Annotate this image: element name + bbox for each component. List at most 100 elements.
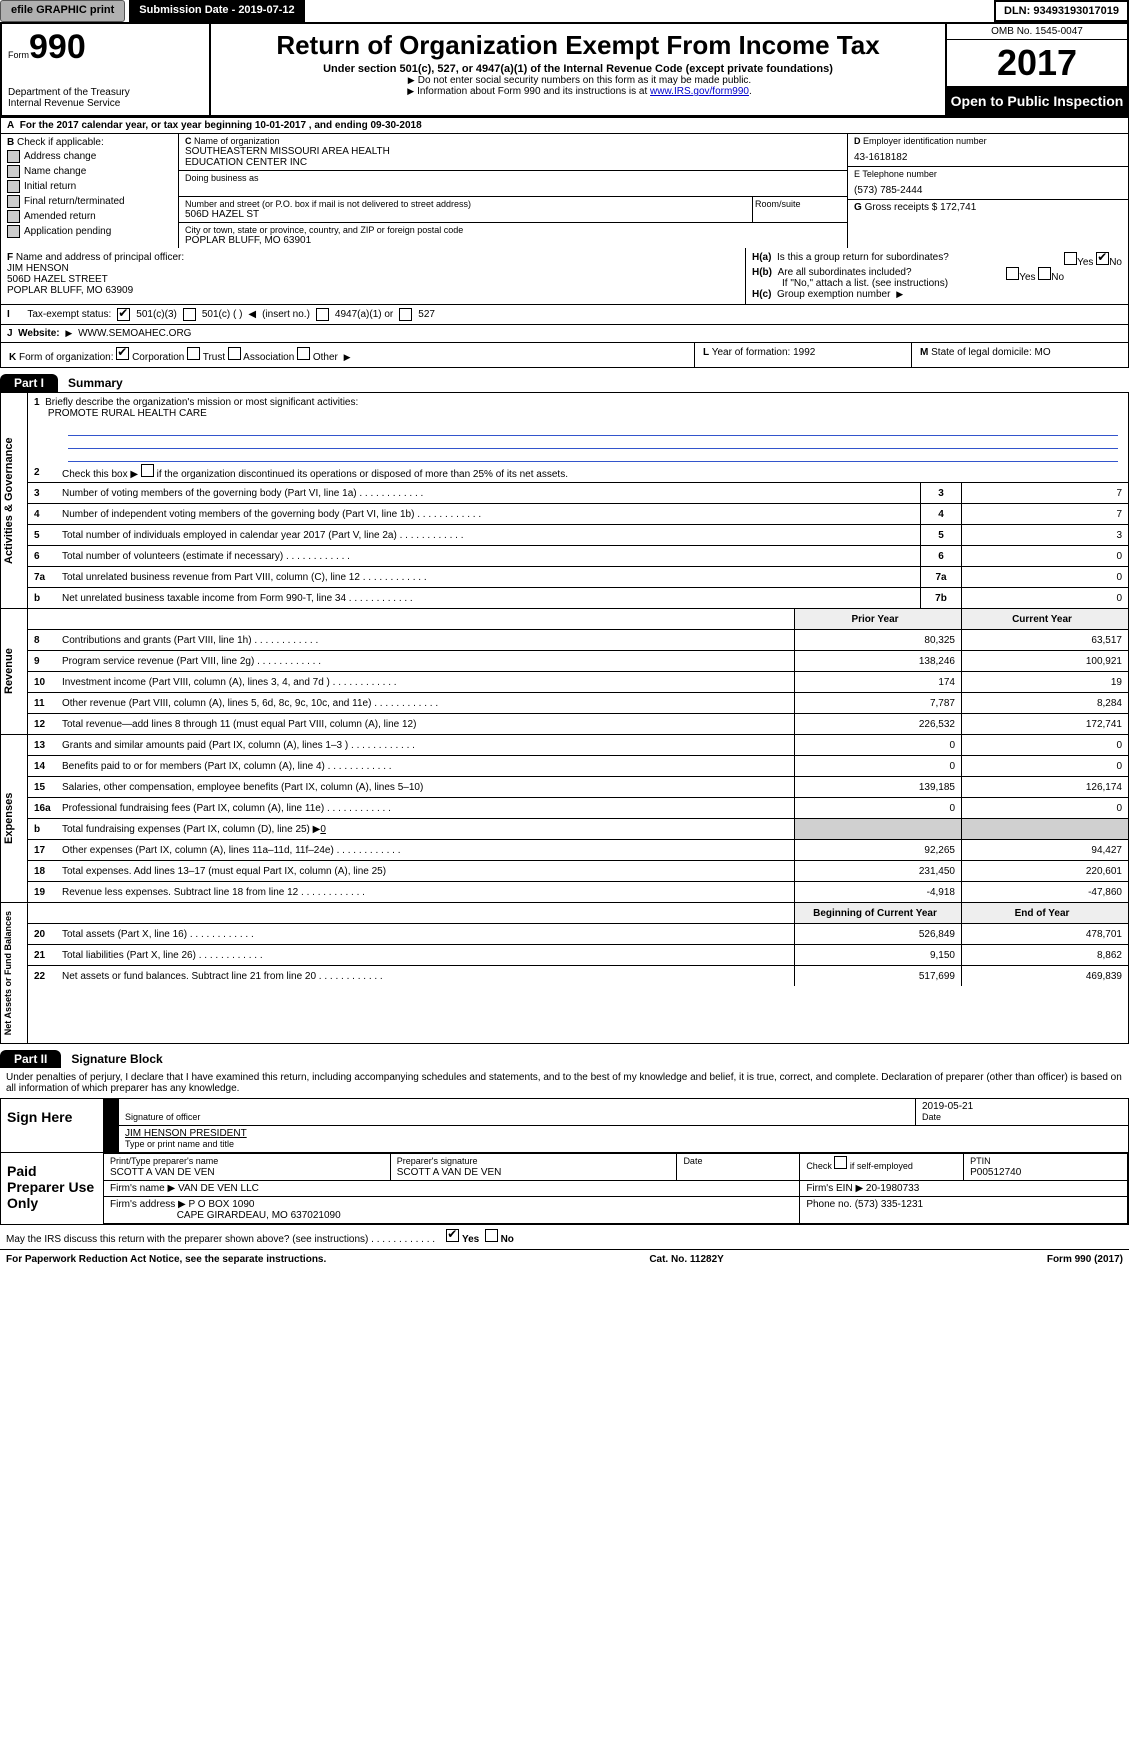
section-j: J Website: WWW.SEMOAHEC.ORG: [0, 325, 1129, 343]
c-city-val: POPLAR BLUFF, MO 63901: [185, 235, 841, 246]
p10: 174: [794, 672, 961, 692]
c-city-lbl: City or town, state or province, country…: [185, 225, 841, 235]
checkbox-icon[interactable]: [446, 1229, 459, 1242]
sig-name-lbl: Type or print name and title: [125, 1139, 234, 1149]
footer-form: Form 990 (2017): [1047, 1254, 1123, 1265]
h-c: Group exemption number: [777, 289, 890, 300]
checkbox-icon[interactable]: [1006, 267, 1019, 280]
l15-text: Salaries, other compensation, employee b…: [62, 782, 794, 793]
firm-addr2: CAPE GIRARDEAU, MO 637021090: [177, 1210, 341, 1221]
checkbox-icon[interactable]: [834, 1156, 847, 1169]
footer-pra: For Paperwork Reduction Act Notice, see …: [6, 1254, 326, 1265]
irs-link[interactable]: www.IRS.gov/form990: [650, 86, 749, 97]
l17-text: Other expenses (Part IX, column (A), lin…: [62, 845, 794, 856]
k-o2: Trust: [203, 352, 225, 363]
section-m: M State of legal domicile: MO: [912, 343, 1128, 367]
l9-text: Program service revenue (Part VIII, line…: [62, 656, 794, 667]
checkbox-icon[interactable]: [183, 308, 196, 321]
prep-sig: SCOTT A VAN DE VEN: [397, 1167, 502, 1178]
mission-line: [68, 449, 1118, 462]
part2-tab: Part II: [0, 1050, 61, 1068]
b-item-5: Application pending: [24, 226, 111, 237]
val-4: 7: [961, 504, 1128, 524]
l12-text: Total revenue—add lines 8 through 11 (mu…: [62, 719, 794, 730]
firm-ein: 20-1980733: [866, 1183, 919, 1194]
shade-cell: [794, 819, 961, 839]
checkbox-icon[interactable]: [1096, 252, 1109, 265]
l13-text: Grants and similar amounts paid (Part IX…: [62, 740, 794, 751]
k-o3: Association: [243, 352, 294, 363]
e-val: (573) 785-2444: [854, 185, 1122, 196]
p16a: 0: [794, 798, 961, 818]
checkbox-icon[interactable]: [116, 347, 129, 360]
box-4: 4: [920, 504, 961, 524]
section-a: A For the 2017 calendar year, or tax yea…: [0, 117, 1129, 134]
chk-final-return[interactable]: Final return/terminated: [7, 195, 172, 208]
self-employed: Check if self-employed: [806, 1161, 913, 1171]
checkbox-icon[interactable]: [316, 308, 329, 321]
firm-addr1: P O BOX 1090: [189, 1199, 255, 1210]
yes-label: Yes: [462, 1234, 479, 1245]
efile-print-button[interactable]: efile GRAPHIC print: [0, 0, 125, 22]
l19-text: Revenue less expenses. Subtract line 18 …: [62, 887, 794, 898]
checkbox-icon[interactable]: [399, 308, 412, 321]
k-lbl: Form of organization:: [19, 352, 114, 363]
l21-text: Total liabilities (Part X, line 26): [62, 950, 794, 961]
c20: 478,701: [961, 924, 1128, 944]
section-i: I Tax-exempt status: 501(c)(3) 501(c) ( …: [0, 305, 1129, 325]
chk-initial-return[interactable]: Initial return: [7, 180, 172, 193]
chk-address-change[interactable]: Address change: [7, 150, 172, 163]
revenue-body: Prior YearCurrent Year 8Contributions an…: [28, 609, 1128, 734]
checkbox-icon[interactable]: [187, 347, 200, 360]
part2-header: Part II Signature Block: [0, 1050, 1129, 1068]
vlabel-expenses: Expenses: [1, 735, 28, 902]
val-3: 7: [961, 483, 1128, 503]
expenses-block: Expenses 13Grants and similar amounts pa…: [0, 735, 1129, 903]
sig-name: JIM HENSON PRESIDENT: [125, 1128, 247, 1139]
l22-text: Net assets or fund balances. Subtract li…: [62, 971, 794, 982]
netassets-body: Beginning of Current YearEnd of Year 20T…: [28, 903, 1128, 1043]
discuss-text: May the IRS discuss this return with the…: [6, 1234, 435, 1245]
c13: 0: [961, 735, 1128, 755]
sign-here-label: Sign Here: [1, 1099, 103, 1152]
checkbox-icon[interactable]: [228, 347, 241, 360]
a-end: 09-30-2018: [370, 120, 421, 131]
section-k-l-m: K Form of organization: Corporation Trus…: [0, 343, 1129, 368]
chk-name-change[interactable]: Name change: [7, 165, 172, 178]
form-note-2: Information about Form 990 and its instr…: [221, 86, 935, 97]
a-begin: 10-01-2017: [255, 120, 306, 131]
l6-text: Total number of volunteers (estimate if …: [62, 551, 920, 562]
l3-text: Number of voting members of the governin…: [62, 488, 920, 499]
arrow-icon: [404, 86, 417, 97]
omb-number: OMB No. 1545-0047: [947, 24, 1127, 40]
h-a: Is this a group return for subordinates?: [777, 252, 949, 263]
vlabel-netassets: Net Assets or Fund Balances: [1, 903, 28, 1043]
c12: 172,741: [961, 714, 1128, 734]
k-o4: Other: [313, 352, 338, 363]
c15: 126,174: [961, 777, 1128, 797]
preparer-table: Print/Type preparer's nameSCOTT A VAN DE…: [103, 1153, 1128, 1224]
arrow-icon: [62, 328, 75, 339]
checkbox-icon[interactable]: [141, 464, 154, 477]
section-b: B Check if applicable: Address change Na…: [1, 134, 179, 248]
e-lbl: Telephone number: [862, 169, 937, 179]
checkbox-icon[interactable]: [485, 1229, 498, 1242]
checkbox-icon[interactable]: [297, 347, 310, 360]
g-receipts: G Gross receipts $ 172,741: [848, 200, 1128, 232]
p13: 0: [794, 735, 961, 755]
checkbox-icon[interactable]: [117, 308, 130, 321]
identity-grid: B Check if applicable: Address change Na…: [0, 134, 1129, 248]
a-pre: For the 2017 calendar year, or tax year …: [20, 120, 255, 131]
p17: 92,265: [794, 840, 961, 860]
chk-pending[interactable]: Application pending: [7, 225, 172, 238]
checkbox-icon[interactable]: [1038, 267, 1051, 280]
c14: 0: [961, 756, 1128, 776]
no-label: No: [501, 1234, 514, 1245]
sign-arrow-icon: [103, 1099, 119, 1152]
netassets-block: Net Assets or Fund Balances Beginning of…: [0, 903, 1129, 1044]
chk-amended[interactable]: Amended return: [7, 210, 172, 223]
checkbox-icon[interactable]: [1064, 252, 1077, 265]
vlabel-revenue: Revenue: [1, 609, 28, 734]
box-7b: 7b: [920, 588, 961, 608]
hdr-boy: Beginning of Current Year: [794, 903, 961, 923]
